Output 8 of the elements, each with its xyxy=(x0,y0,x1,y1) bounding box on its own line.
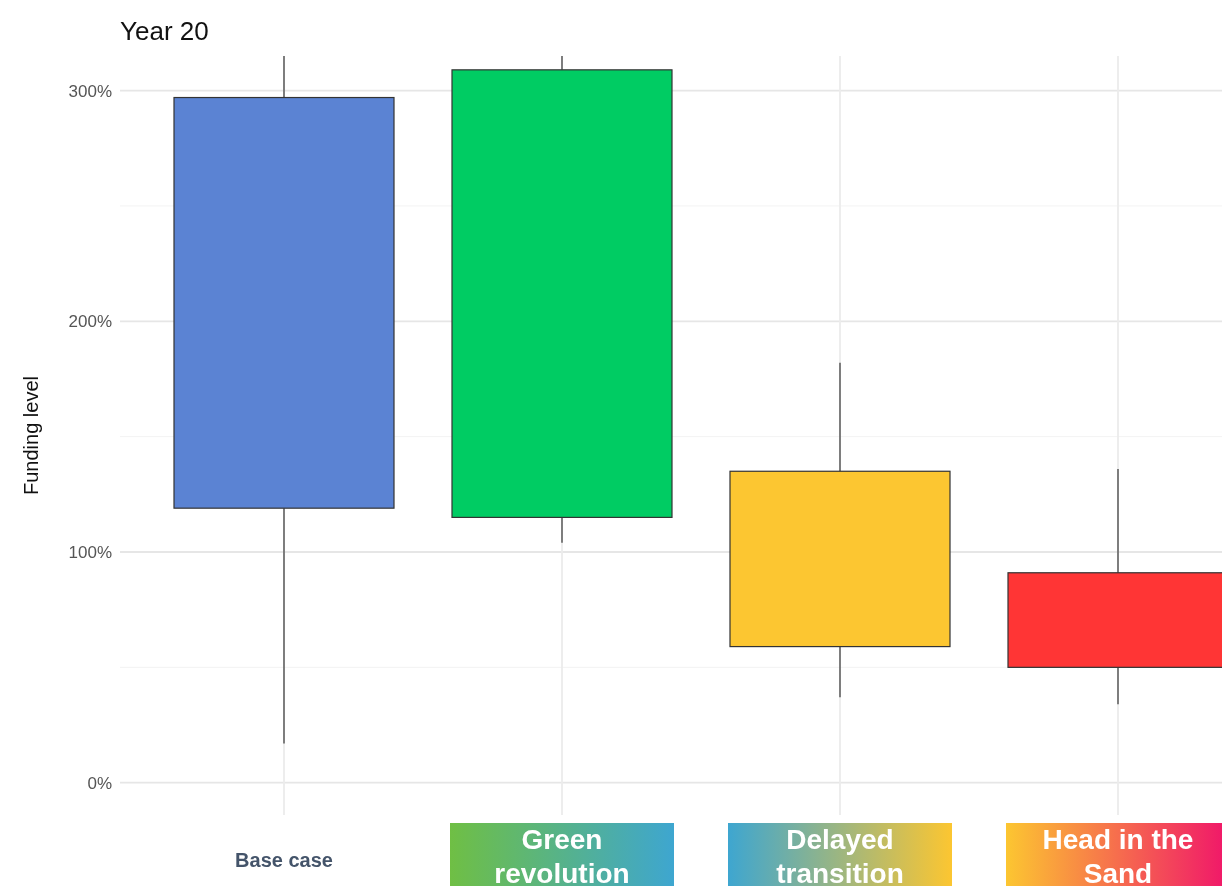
x-tick-label: Base case xyxy=(234,847,334,873)
chart-title: Year 20 xyxy=(120,16,209,46)
y-tick-label: 100% xyxy=(68,542,112,562)
y-tick-label: 300% xyxy=(68,81,112,101)
y-tick-label: 0% xyxy=(87,773,112,793)
x-tick-label: Head in the Sand xyxy=(1041,823,1195,888)
y-axis-title: Funding level xyxy=(20,376,42,495)
y-tick-label: 200% xyxy=(68,312,112,332)
